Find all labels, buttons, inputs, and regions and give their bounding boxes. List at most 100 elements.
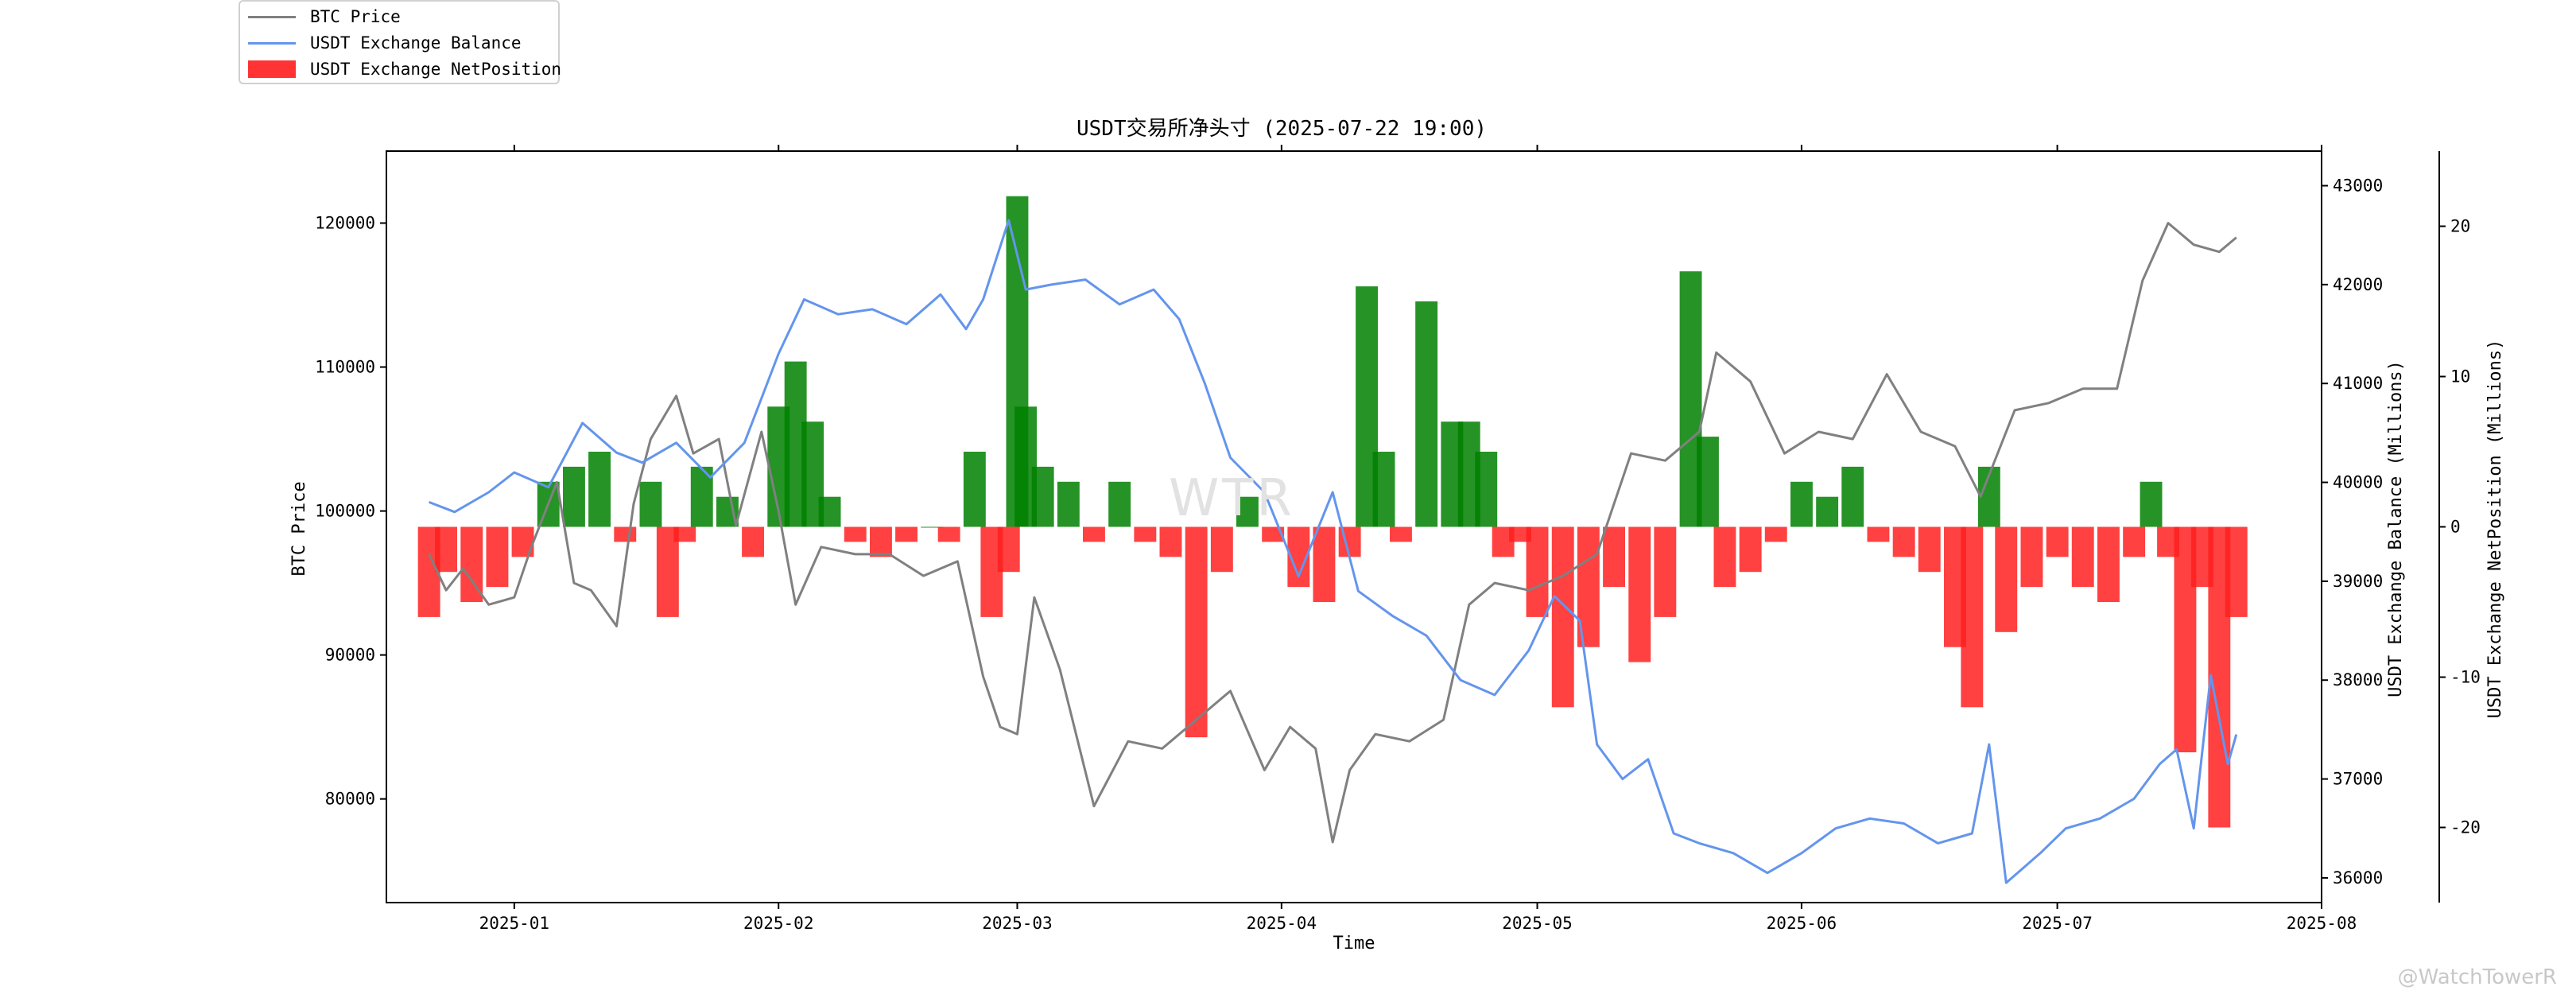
y-axis-right2-label: USDT Exchange NetPosition (Millions)	[2485, 340, 2505, 719]
legend-label: USDT Exchange Balance	[310, 33, 522, 52]
netposition-bar	[937, 526, 960, 542]
netposition-bar	[1134, 526, 1157, 542]
netposition-bar	[1390, 526, 1412, 542]
netposition-bar	[1961, 526, 1984, 708]
x-tick-label: 2025-03	[982, 914, 1053, 933]
netposition-bar	[997, 526, 1020, 573]
usdt-exchange-balance-line	[429, 219, 2238, 884]
netposition-bar	[1867, 526, 1890, 542]
x-tick-label: 2025-06	[1767, 914, 1837, 933]
legend-item-usdt-balance: USDT Exchange Balance	[248, 31, 522, 55]
plot-frame	[386, 150, 2322, 903]
x-tick-label: 2025-07	[2022, 914, 2093, 933]
y-left-tick-label: 110000	[315, 358, 375, 377]
y-axis-left-label: BTC Price	[289, 481, 309, 576]
netposition-bar	[844, 526, 867, 542]
netposition-bar	[1764, 526, 1787, 542]
netposition-bar	[1526, 526, 1549, 617]
netposition-bar	[435, 526, 457, 573]
chart-title: USDT交易所净头寸 (2025-07-22 19:00)	[1077, 117, 1487, 141]
y-axis-right1-label: USDT Exchange Balance (Millions)	[2386, 360, 2406, 697]
netposition-bar	[1995, 526, 2018, 632]
legend-swatch	[248, 15, 296, 18]
x-tick-label: 2025-01	[479, 914, 550, 933]
netposition-bar	[1372, 452, 1395, 527]
netposition-bar	[1603, 526, 1625, 588]
y-right2-tick-label: -10	[2450, 668, 2481, 687]
x-tick-label: 2025-04	[1247, 914, 1317, 933]
x-axis-label: Time	[1333, 934, 1375, 953]
netposition-bar	[1031, 466, 1054, 527]
netposition-bar	[2097, 526, 2120, 602]
y-right1-tick-label: 40000	[2333, 473, 2383, 492]
netposition-bar	[2046, 526, 2069, 557]
y-left-tick-label: 100000	[315, 502, 375, 521]
netposition-bar	[2020, 526, 2043, 588]
netposition-bar	[1057, 481, 1080, 527]
netposition-bar	[1083, 526, 1105, 542]
netposition-bar	[1313, 526, 1336, 602]
x-tick-label: 2025-05	[1502, 914, 1573, 933]
legend-label: BTC Price	[310, 7, 401, 26]
y-left-tick-label: 80000	[325, 790, 375, 809]
y-left-tick-label: 90000	[325, 646, 375, 665]
netposition-bar	[963, 452, 986, 527]
netposition-bar	[2071, 526, 2094, 588]
netposition-bar	[588, 452, 611, 527]
netposition-bar	[1108, 481, 1131, 527]
netposition-bar	[1185, 526, 1208, 738]
netposition-bar	[639, 481, 662, 527]
y-right2-tick-label: 0	[2450, 518, 2461, 537]
legend-swatch	[248, 41, 296, 45]
y-right1-tick-label: 41000	[2333, 374, 2383, 393]
netposition-bar	[870, 526, 892, 557]
corner-watermark: @WatchTowerR	[2397, 965, 2557, 989]
netposition-bar	[1236, 496, 1259, 527]
y-right2-tick-label: 20	[2450, 217, 2470, 236]
netposition-bar	[2123, 526, 2146, 557]
netposition-bar	[1892, 526, 1915, 557]
netposition-bar	[895, 526, 918, 542]
netposition-bar	[486, 526, 509, 588]
axes: 2025-01 2025-02 2025-03 2025-04 2025-05 2025-…	[315, 145, 2481, 933]
netposition-bar	[1739, 526, 1762, 573]
netposition-bar	[818, 496, 841, 527]
netposition-bar	[921, 526, 944, 528]
netposition-bar	[1475, 452, 1498, 527]
netposition-bar	[1628, 526, 1651, 662]
center-watermark: WTR	[1169, 469, 1295, 528]
netposition-bar	[1415, 301, 1438, 527]
x-tick-label: 2025-08	[2287, 914, 2357, 933]
netposition-bar	[1210, 526, 1233, 573]
netposition-bar	[2140, 481, 2163, 527]
y-right1-tick-label: 37000	[2333, 770, 2383, 789]
y-right1-tick-label: 43000	[2333, 177, 2383, 196]
btc-price-line	[428, 222, 2237, 844]
netposition-bar	[1918, 526, 1941, 573]
y-right2-tick-label: 10	[2450, 367, 2470, 386]
legend-swatch	[248, 60, 296, 78]
legend-item-btc-price: BTC Price	[248, 5, 401, 29]
netposition-bar	[1551, 526, 1574, 708]
netposition-bar	[1713, 526, 1736, 588]
series-lines	[428, 219, 2238, 884]
netposition-bar	[1816, 496, 1839, 527]
netposition-bar	[673, 526, 696, 542]
y-right1-tick-label: 36000	[2333, 868, 2383, 887]
netposition-bar	[563, 466, 585, 527]
netposition-bars	[417, 196, 2248, 828]
netposition-bar	[742, 526, 764, 557]
netposition-bar	[1697, 437, 1719, 527]
netposition-bar	[1262, 526, 1285, 542]
y-right1-tick-label: 39000	[2333, 572, 2383, 591]
legend-item-usdt-netposition: USDT Exchange NetPosition	[248, 57, 561, 81]
legend-label: USDT Exchange NetPosition	[310, 60, 562, 79]
netposition-bar	[2225, 526, 2248, 617]
y-right1-tick-label: 38000	[2333, 670, 2383, 689]
netposition-bar	[1841, 466, 1864, 527]
netposition-bar	[1790, 481, 1813, 527]
netposition-bar	[1159, 526, 1182, 557]
legend: BTC Price USDT Exchange Balance USDT Exc…	[239, 0, 561, 84]
netposition-bar	[614, 526, 637, 542]
